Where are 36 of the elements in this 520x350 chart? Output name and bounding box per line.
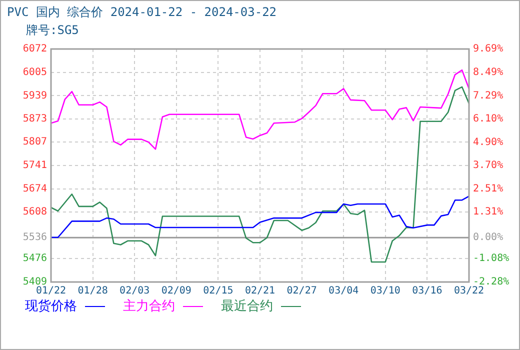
y2-tick-label: 2.51% — [473, 183, 504, 194]
x-tick-label: 03/16 — [412, 286, 442, 297]
y-tick-label: 5939 — [22, 90, 47, 102]
x-tick-label: 02/15 — [203, 286, 234, 297]
x-tick-label: 01/22 — [36, 286, 66, 297]
legend-label: 现货价格 — [25, 298, 77, 315]
y-tick-label: 5476 — [22, 253, 47, 264]
x-tick-label: 02/27 — [286, 286, 317, 297]
legend-label: 主力合约 — [123, 298, 175, 315]
y-tick-label: 5536 — [22, 232, 47, 243]
x-tick-label: 02/03 — [120, 286, 150, 297]
y2-tick-label: 0.00% — [473, 232, 504, 244]
chart-title: PVC 国内 综合价 2024-01-22 - 2024-03-22 — [7, 4, 277, 21]
y-tick-label: 5608 — [22, 206, 47, 218]
x-tick-label: 01/28 — [78, 286, 108, 297]
x-tick-label: 03/10 — [370, 286, 400, 297]
y2-tick-label: 1.31% — [473, 206, 504, 218]
x-tick-label: 02/09 — [161, 286, 192, 297]
y2-tick-label: 3.70% — [473, 160, 504, 172]
y2-tick-label: 9.69% — [473, 44, 504, 55]
y2-tick-label: 4.90% — [473, 136, 504, 148]
y2-tick-label: -1.08% — [473, 253, 510, 264]
y2-tick-label: 7.29% — [473, 90, 504, 102]
y-tick-label: 6005 — [22, 67, 47, 78]
chart-subtitle: 牌号:SG5 — [26, 22, 79, 39]
x-tick-label: 02/21 — [244, 286, 276, 297]
y-tick-label: 5741 — [22, 160, 47, 171]
y-tick-label: 6072 — [22, 44, 47, 55]
y2-tick-label: 6.10% — [473, 113, 504, 124]
x-tick-label: 03/22 — [454, 286, 484, 297]
y-tick-label: 5873 — [22, 114, 47, 125]
legend-label: 最近合约 — [221, 298, 273, 315]
x-tick-label: 03/04 — [328, 286, 359, 297]
y2-tick-label: 8.49% — [473, 66, 504, 78]
y-tick-label: 5674 — [22, 183, 47, 194]
y-tick-label: 5807 — [22, 136, 47, 148]
